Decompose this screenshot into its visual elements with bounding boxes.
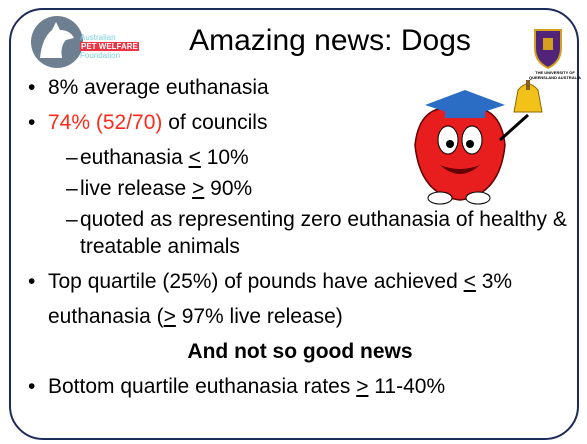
- text-run: Bottom quartile euthanasia rates: [48, 375, 356, 398]
- logo-line: Australian: [80, 33, 139, 42]
- text-run: 90%: [204, 177, 252, 200]
- text-run: live release: [80, 177, 192, 200]
- slide: Australian PET WELFARE Foundation Amazin…: [0, 0, 587, 444]
- text-run: 10%: [201, 146, 249, 169]
- logo-line: PET WELFARE: [80, 42, 139, 51]
- slide-title: Amazing news: Dogs: [150, 24, 510, 58]
- text-run: <: [189, 146, 201, 169]
- text-run: >: [164, 305, 176, 328]
- text-run: Top quartile (25%) of pounds have achiev…: [48, 270, 464, 293]
- sub-bullet: live release > 90%: [26, 175, 574, 202]
- text-run: 97% live release): [176, 305, 343, 328]
- text-run: of councils: [162, 111, 267, 134]
- bullet-list: 8% average euthanasia 74% (52/70) of coun…: [26, 70, 574, 404]
- bullet: Bottom quartile euthanasia rates > 11-40…: [26, 369, 574, 404]
- university-crest: [535, 30, 561, 68]
- text-run: 74% (52/70): [48, 111, 162, 134]
- text-run: >: [356, 375, 368, 398]
- bullet: 8% average euthanasia: [26, 70, 574, 105]
- text-run: 11-40%: [368, 375, 445, 398]
- text-run: And not so good news: [187, 340, 412, 363]
- bullet: 74% (52/70) of councils: [26, 105, 574, 140]
- section-heading: And not so good news: [26, 334, 574, 369]
- bullet: Top quartile (25%) of pounds have achiev…: [26, 264, 574, 334]
- sub-bullet: quoted as representing zero euthanasia o…: [26, 206, 574, 260]
- logo-icon: [31, 16, 83, 68]
- text-run: 8% average euthanasia: [48, 76, 269, 99]
- text-run: >: [192, 177, 204, 200]
- sub-bullet: euthanasia < 10%: [26, 144, 574, 171]
- text-run: <: [464, 270, 476, 293]
- text-run: quoted as representing zero euthanasia o…: [80, 208, 567, 258]
- logo-line: PET WELFARE: [80, 42, 139, 51]
- logo-text: Australian PET WELFARE Foundation: [80, 33, 139, 60]
- text-run: euthanasia: [80, 146, 189, 169]
- logo-line: Foundation: [80, 51, 139, 60]
